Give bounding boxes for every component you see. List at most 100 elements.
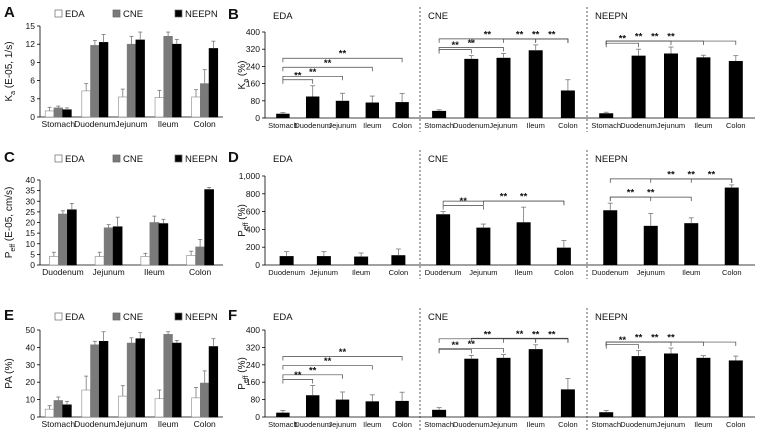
x-tick-label: Ileum bbox=[363, 121, 381, 130]
bar-E-EDA-Colon bbox=[191, 397, 201, 418]
significance-marker: ** bbox=[619, 335, 627, 346]
x-tick-label: Colon bbox=[726, 121, 746, 130]
significance-marker: ** bbox=[309, 67, 317, 78]
bar-F-EDA-Ileum bbox=[365, 401, 380, 417]
y-tick-label: 400 bbox=[246, 325, 260, 335]
significance-bracket bbox=[605, 40, 737, 46]
x-tick-label: Jejunum bbox=[328, 121, 356, 130]
y-tick-label: 400 bbox=[246, 224, 260, 234]
y-tick-label: 30 bbox=[26, 196, 36, 206]
y-tick-label: 320 bbox=[246, 44, 260, 54]
x-tick-label: Colon bbox=[189, 267, 211, 277]
x-tick-label: Duodenum bbox=[42, 267, 84, 277]
x-tick-label: Duodenum bbox=[294, 121, 331, 130]
x-tick-label: Ileum bbox=[527, 121, 545, 130]
y-tick-label: 15 bbox=[26, 228, 36, 238]
bar-E-NEEPN-Colon bbox=[208, 346, 219, 418]
significance-bracket bbox=[438, 338, 537, 343]
bar-D-NEEPN-Colon bbox=[724, 187, 739, 265]
significance-marker: ** bbox=[667, 169, 675, 180]
bar-C-EDA-Ileum bbox=[140, 256, 151, 266]
x-tick-label: Duodenum bbox=[453, 420, 490, 429]
bar-C-CNE-Colon bbox=[195, 246, 205, 266]
x-tick-label: Duodenum bbox=[74, 419, 116, 429]
x-tick-label: Ileum bbox=[363, 420, 381, 429]
bar-A-EDA-Duodenum bbox=[81, 90, 91, 118]
bar-B-CNE-Duodenum bbox=[464, 58, 479, 118]
y-tick-label: 240 bbox=[246, 360, 260, 370]
bar-E-NEEPN-Duodenum bbox=[98, 341, 109, 418]
legend-label-CNE: CNE bbox=[123, 312, 143, 323]
panel-B: B080160240320400EDAStomachDuodenumJejunu… bbox=[228, 6, 755, 132]
y-tick-label: 20 bbox=[26, 218, 36, 228]
panel-E: E EDA CNE NEEPN 0 10 20 30 40 50 Stomach Duodenum Je… bbox=[4, 307, 223, 429]
y-tick-label: 600 bbox=[246, 207, 260, 217]
y-tick-label: 10 bbox=[26, 395, 36, 405]
x-tick-label: Stomach bbox=[424, 420, 454, 429]
x-tick-label: Colon bbox=[392, 121, 412, 130]
bar-A-NEEPN-Colon bbox=[208, 48, 219, 118]
y-tick-label: 6 bbox=[30, 76, 35, 86]
x-tick-label: Duodenum bbox=[453, 121, 490, 130]
x-tick-label: Jejunum bbox=[637, 268, 665, 277]
bar-B-CNE-Ileum bbox=[528, 50, 543, 118]
bar-D-EDA-Colon bbox=[391, 255, 406, 265]
panel-letter-F: F bbox=[228, 307, 237, 324]
significance-marker: ** bbox=[667, 32, 675, 43]
x-tick-label: Ileum bbox=[527, 420, 545, 429]
bar-B-EDA-Jejunum bbox=[335, 100, 350, 118]
significance-marker: ** bbox=[619, 34, 627, 45]
group-title-CNE: CNE bbox=[428, 154, 448, 165]
bar-E-CNE-Duodenum bbox=[90, 344, 100, 418]
significance-bracket bbox=[442, 200, 565, 206]
significance-marker: ** bbox=[484, 29, 492, 40]
x-tick-label: Ileum bbox=[694, 420, 712, 429]
significance-marker: ** bbox=[309, 365, 317, 376]
bar-E-EDA-Ileum bbox=[154, 398, 165, 418]
x-tick-label: Colon bbox=[389, 268, 409, 277]
legend-label-CNE: CNE bbox=[123, 9, 143, 20]
y-tick-label: 0 bbox=[30, 260, 35, 270]
x-tick-label: Jejunum bbox=[657, 121, 685, 130]
bar-D-EDA-Jejunum bbox=[316, 256, 331, 265]
panel-letter-E: E bbox=[4, 307, 14, 324]
x-tick-label: Stomach bbox=[591, 121, 621, 130]
bar-F-CNE-Duodenum bbox=[464, 358, 479, 417]
bar-C-NEEPN-Duodenum bbox=[67, 209, 77, 266]
significance-marker: ** bbox=[548, 329, 556, 340]
x-tick-label: Ileum bbox=[514, 268, 532, 277]
bar-E-CNE-Ileum bbox=[163, 334, 173, 418]
significance-bracket bbox=[282, 66, 373, 72]
x-tick-label: Jejunum bbox=[310, 268, 338, 277]
significance-marker: ** bbox=[468, 38, 476, 49]
bar-B-NEEPN-Ileum bbox=[696, 57, 711, 118]
y-tick-label: 9 bbox=[30, 57, 35, 67]
y-tick-label: 3 bbox=[30, 94, 35, 104]
x-tick-label: Colon bbox=[558, 420, 578, 429]
bar-C-NEEPN-Colon bbox=[204, 189, 214, 266]
bar-C-NEEPN-Jejunum bbox=[112, 226, 123, 266]
legend-swatch-CNE bbox=[112, 312, 121, 321]
y-tick-label: 35 bbox=[26, 186, 36, 196]
y-tick-label: 0 bbox=[30, 112, 35, 122]
bar-C-EDA-Colon bbox=[186, 255, 196, 266]
significance-marker: ** bbox=[651, 333, 659, 344]
group-title-CNE: CNE bbox=[428, 11, 448, 22]
significance-marker: ** bbox=[468, 339, 476, 350]
legend-swatch-EDA bbox=[54, 312, 63, 321]
bar-D-EDA-Ileum bbox=[354, 256, 369, 265]
bar-D-NEEPN-Duodenum bbox=[603, 210, 618, 265]
x-tick-label: Colon bbox=[554, 268, 574, 277]
bar-E-EDA-Jejunum bbox=[118, 395, 128, 418]
bar-B-EDA-Colon bbox=[395, 102, 409, 118]
bar-F-EDA-Duodenum bbox=[305, 395, 320, 417]
significance-bracket bbox=[442, 205, 484, 210]
bar-F-CNE-Colon bbox=[560, 389, 575, 417]
x-tick-label: Jejunum bbox=[657, 420, 685, 429]
significance-bracket bbox=[470, 38, 569, 43]
group-title-EDA: EDA bbox=[273, 11, 293, 22]
significance-marker: ** bbox=[627, 188, 635, 199]
legend-swatch-CNE bbox=[112, 9, 121, 18]
x-tick-label: Colon bbox=[194, 119, 216, 129]
bar-E-NEEPN-Stomach bbox=[62, 404, 72, 418]
